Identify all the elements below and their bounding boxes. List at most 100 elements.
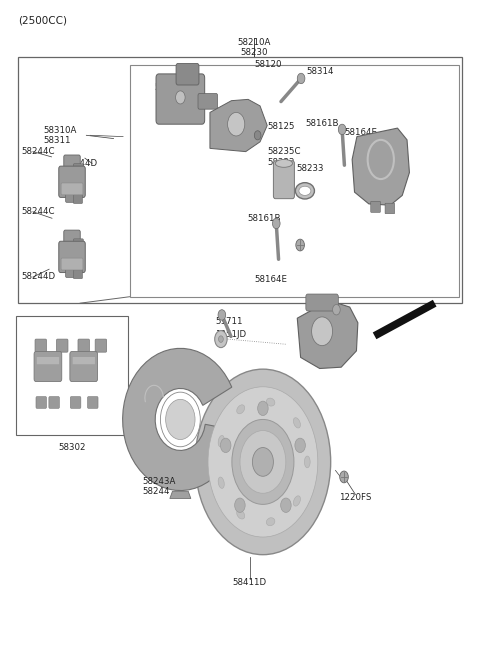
Text: 58244C: 58244C — [22, 207, 55, 216]
Ellipse shape — [276, 159, 292, 167]
Circle shape — [208, 387, 318, 537]
Circle shape — [215, 331, 227, 348]
Circle shape — [273, 218, 280, 229]
Circle shape — [232, 419, 294, 504]
Text: 58310A
58311: 58310A 58311 — [43, 125, 77, 145]
FancyBboxPatch shape — [156, 74, 204, 124]
Text: 58164E: 58164E — [254, 274, 288, 283]
Text: 58235C: 58235C — [268, 147, 301, 156]
Circle shape — [312, 317, 333, 346]
FancyBboxPatch shape — [64, 230, 80, 245]
Ellipse shape — [295, 182, 314, 199]
FancyBboxPatch shape — [64, 155, 80, 170]
Ellipse shape — [266, 518, 275, 525]
Circle shape — [235, 498, 245, 512]
Circle shape — [218, 310, 226, 320]
Text: 58164E: 58164E — [344, 127, 377, 136]
FancyBboxPatch shape — [198, 94, 217, 109]
Circle shape — [160, 392, 200, 447]
FancyBboxPatch shape — [36, 397, 47, 408]
Text: 58233: 58233 — [296, 164, 324, 173]
Text: 58244D: 58244D — [63, 159, 97, 168]
Polygon shape — [352, 128, 409, 205]
Text: 51711: 51711 — [215, 317, 243, 326]
Text: 58243A
58244: 58243A 58244 — [142, 477, 176, 497]
Text: 58302: 58302 — [58, 443, 86, 452]
FancyBboxPatch shape — [59, 241, 85, 272]
FancyBboxPatch shape — [57, 339, 68, 352]
FancyBboxPatch shape — [49, 397, 60, 408]
FancyBboxPatch shape — [71, 397, 81, 408]
FancyBboxPatch shape — [371, 201, 380, 213]
Circle shape — [281, 498, 291, 512]
Ellipse shape — [237, 510, 245, 519]
Polygon shape — [297, 300, 358, 369]
FancyBboxPatch shape — [176, 64, 199, 85]
FancyBboxPatch shape — [61, 183, 83, 195]
FancyBboxPatch shape — [66, 266, 78, 277]
Circle shape — [254, 131, 261, 140]
Ellipse shape — [218, 477, 224, 488]
Text: 58161B: 58161B — [247, 214, 281, 223]
Ellipse shape — [304, 456, 310, 468]
FancyBboxPatch shape — [385, 203, 395, 214]
FancyBboxPatch shape — [35, 339, 47, 352]
Ellipse shape — [218, 436, 224, 447]
Circle shape — [340, 471, 348, 483]
Circle shape — [333, 304, 340, 315]
Ellipse shape — [293, 418, 300, 428]
Circle shape — [295, 438, 305, 453]
Text: 1351JD: 1351JD — [215, 330, 246, 339]
FancyBboxPatch shape — [72, 357, 95, 365]
FancyBboxPatch shape — [274, 161, 294, 199]
FancyBboxPatch shape — [61, 258, 83, 270]
FancyBboxPatch shape — [73, 195, 83, 203]
Circle shape — [296, 239, 304, 251]
Text: 58210A
58230: 58210A 58230 — [238, 38, 271, 57]
FancyBboxPatch shape — [70, 352, 97, 382]
Ellipse shape — [299, 186, 311, 195]
Text: 58163B: 58163B — [154, 83, 188, 92]
FancyBboxPatch shape — [73, 239, 84, 248]
FancyBboxPatch shape — [36, 357, 60, 365]
Ellipse shape — [266, 398, 275, 406]
Circle shape — [228, 112, 245, 136]
Circle shape — [240, 430, 286, 493]
FancyBboxPatch shape — [306, 294, 338, 311]
Text: 58125: 58125 — [268, 122, 295, 131]
Circle shape — [258, 401, 268, 415]
Bar — [130, 65, 458, 297]
Circle shape — [166, 400, 195, 440]
Text: 58314: 58314 — [307, 67, 334, 76]
Circle shape — [218, 336, 223, 342]
Polygon shape — [210, 99, 267, 152]
Text: 58232: 58232 — [268, 157, 295, 167]
Ellipse shape — [293, 496, 300, 506]
Bar — [16, 316, 128, 435]
Circle shape — [220, 438, 231, 453]
Text: (2500CC): (2500CC) — [18, 16, 67, 26]
Circle shape — [338, 124, 346, 134]
Text: 58411D: 58411D — [232, 577, 266, 586]
FancyBboxPatch shape — [59, 166, 85, 197]
Text: 58244D: 58244D — [22, 272, 56, 281]
Text: 58161B: 58161B — [306, 119, 339, 128]
Bar — [18, 57, 462, 303]
Polygon shape — [170, 491, 191, 499]
FancyBboxPatch shape — [95, 339, 107, 352]
Text: 58120: 58120 — [254, 60, 282, 70]
Text: 1220FS: 1220FS — [339, 493, 372, 502]
Circle shape — [195, 369, 331, 555]
Ellipse shape — [237, 405, 245, 414]
FancyBboxPatch shape — [34, 352, 62, 382]
FancyBboxPatch shape — [66, 191, 78, 202]
FancyBboxPatch shape — [73, 270, 83, 279]
FancyBboxPatch shape — [78, 339, 89, 352]
Polygon shape — [122, 348, 238, 491]
FancyBboxPatch shape — [87, 397, 98, 408]
Circle shape — [252, 447, 274, 476]
Circle shape — [297, 73, 305, 84]
Text: 58244C: 58244C — [22, 147, 55, 156]
Circle shape — [176, 91, 185, 104]
FancyBboxPatch shape — [73, 164, 84, 173]
